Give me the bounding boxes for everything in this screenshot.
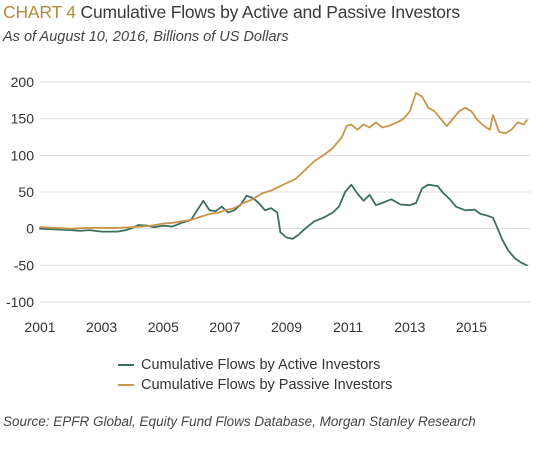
series-lines bbox=[39, 92, 528, 267]
legend-item-active: Cumulative Flows by Active Investors bbox=[118, 355, 392, 375]
chart-subtitle: As of August 10, 2016, Billions of US Do… bbox=[3, 29, 289, 45]
chart-number: CHART 4 bbox=[3, 2, 76, 22]
x-axis: 2001 2003 2005 2007 2009 2011 2013 2015 bbox=[24, 319, 487, 335]
y-tick-label: 150 bbox=[11, 111, 35, 127]
series-line-active bbox=[39, 183, 528, 267]
x-tick-label: 2015 bbox=[456, 319, 487, 335]
y-tick-label: 100 bbox=[11, 147, 35, 163]
chart-title-text: Cumulative Flows by Active and Passive I… bbox=[80, 2, 461, 22]
legend-label-active: Cumulative Flows by Active Investors bbox=[141, 357, 381, 373]
chart-title: CHART 4 Cumulative Flows by Active and P… bbox=[3, 2, 460, 23]
x-tick-label: 2003 bbox=[86, 319, 117, 335]
source-note: Source: EPFR Global, Equity Fund Flows D… bbox=[3, 414, 476, 429]
legend-swatch-active bbox=[118, 364, 134, 366]
legend: Cumulative Flows by Active Investors Cum… bbox=[118, 355, 392, 395]
legend-label-passive: Cumulative Flows by Passive Investors bbox=[141, 377, 393, 393]
x-tick-label: 2001 bbox=[24, 319, 55, 335]
x-tick-label: 2005 bbox=[148, 319, 179, 335]
y-tick-label: 200 bbox=[11, 74, 35, 90]
x-tick-label: 2007 bbox=[209, 319, 240, 335]
x-tick-label: 2009 bbox=[271, 319, 302, 335]
y-axis: 200 150 100 50 0 -50 -100 bbox=[6, 74, 34, 310]
y-tick-label: 0 bbox=[26, 221, 34, 237]
legend-swatch-passive bbox=[118, 384, 134, 386]
grid-lines bbox=[40, 81, 530, 303]
y-tick-label: -50 bbox=[14, 257, 34, 273]
legend-item-passive: Cumulative Flows by Passive Investors bbox=[118, 375, 392, 395]
series-line-passive bbox=[39, 92, 528, 230]
x-tick-label: 2011 bbox=[333, 319, 363, 335]
y-tick-label: -100 bbox=[6, 294, 34, 310]
x-tick-label: 2013 bbox=[394, 319, 425, 335]
y-tick-label: 50 bbox=[18, 184, 34, 200]
